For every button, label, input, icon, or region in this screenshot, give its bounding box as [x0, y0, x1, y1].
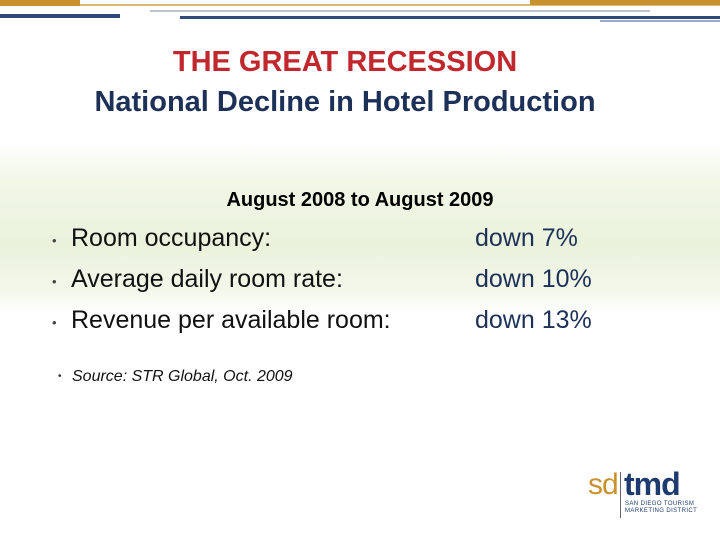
- stat-label: Average daily room rate:: [71, 265, 343, 293]
- bullet-icon: •: [52, 233, 57, 248]
- top-bar-navy-left: [0, 14, 120, 18]
- stat-value: down 7%: [475, 224, 578, 252]
- stat-value: down 13%: [475, 306, 592, 334]
- top-bar-gold-mid: [80, 4, 720, 6]
- stat-label: Room occupancy:: [71, 224, 272, 252]
- top-bar-gold-left: [0, 0, 80, 6]
- decorative-top-bars: [0, 0, 720, 24]
- bullet-icon: •: [52, 315, 57, 330]
- top-bar-light-right: [600, 20, 720, 22]
- top-bar-gold-right: [530, 0, 720, 5]
- logo-tmd-text: tmd: [624, 466, 681, 502]
- background-green-band: [0, 140, 720, 315]
- stat-row-revpar: • Revenue per available room: down 13%: [0, 306, 720, 342]
- source-citation: Source: STR Global, Oct. 2009: [72, 368, 293, 385]
- stat-row-occupancy: • Room occupancy: down 7%: [0, 224, 720, 260]
- logo-tagline: SAN DIEGO TOURISM MARKETING DISTRICT: [625, 501, 698, 514]
- date-range-subtitle: August 2008 to August 2009: [226, 189, 494, 211]
- top-bar-navy-mid: [180, 16, 720, 19]
- slide-title-line1: THE GREAT RECESSION: [172, 46, 518, 78]
- slide-title-line2: National Decline in Hotel Production: [94, 86, 596, 118]
- sdtmd-logo: sd tmd SAN DIEGO TOURISM MARKETING DISTR…: [588, 466, 698, 520]
- stat-row-room-rate: • Average daily room rate: down 10%: [0, 265, 720, 301]
- stat-value: down 10%: [475, 265, 592, 293]
- bullet-icon: •: [52, 274, 57, 289]
- logo-divider: [620, 472, 621, 518]
- stat-label: Revenue per available room:: [71, 306, 391, 334]
- source-note: • Source: STR Global, Oct. 2009: [0, 368, 720, 390]
- top-bar-gray-mid: [150, 10, 650, 12]
- logo-sd-text: sd: [588, 468, 619, 501]
- bullet-icon: •: [58, 371, 62, 382]
